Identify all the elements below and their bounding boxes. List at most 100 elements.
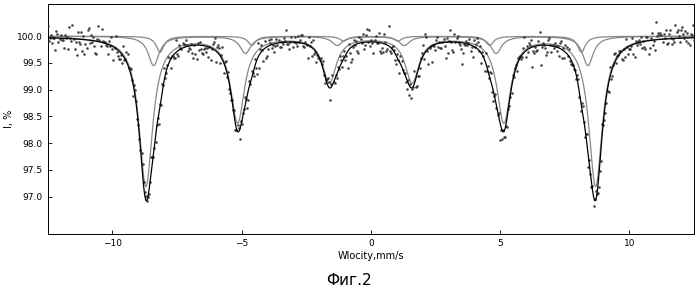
- Point: [559, 56, 570, 61]
- Point: [464, 37, 475, 41]
- Point: [633, 37, 644, 42]
- Point: [43, 39, 54, 43]
- Point: [302, 56, 313, 61]
- Point: [447, 48, 458, 53]
- Point: [298, 44, 309, 48]
- Point: [156, 102, 167, 107]
- Point: [290, 41, 302, 45]
- Point: [297, 33, 308, 38]
- Point: [277, 41, 288, 46]
- Point: [565, 61, 577, 66]
- Point: [112, 54, 124, 58]
- Point: [56, 38, 67, 42]
- Point: [467, 55, 478, 59]
- Point: [450, 40, 461, 45]
- Point: [634, 41, 646, 46]
- Point: [235, 119, 246, 124]
- Point: [52, 31, 63, 36]
- Point: [195, 47, 207, 51]
- Point: [643, 52, 654, 56]
- Point: [162, 63, 173, 67]
- Point: [590, 189, 601, 194]
- Point: [85, 32, 96, 37]
- Point: [105, 44, 116, 48]
- Point: [89, 44, 100, 48]
- Point: [567, 63, 579, 67]
- Point: [526, 64, 537, 69]
- Point: [263, 38, 274, 43]
- Point: [246, 68, 257, 73]
- Point: [659, 36, 670, 41]
- Point: [645, 36, 656, 41]
- Point: [368, 51, 379, 55]
- Point: [327, 72, 338, 77]
- Point: [500, 124, 512, 128]
- Point: [641, 34, 652, 39]
- Point: [232, 123, 243, 127]
- Point: [336, 65, 348, 69]
- Point: [214, 45, 225, 50]
- Point: [59, 32, 70, 37]
- Point: [465, 49, 476, 54]
- Point: [128, 82, 140, 87]
- Point: [678, 36, 690, 40]
- Point: [570, 67, 581, 72]
- Point: [362, 40, 373, 44]
- Point: [73, 29, 84, 34]
- Point: [395, 54, 406, 58]
- Point: [542, 49, 553, 54]
- Point: [150, 140, 161, 144]
- Point: [686, 33, 697, 38]
- Point: [449, 32, 460, 36]
- Point: [273, 37, 284, 42]
- Point: [338, 54, 349, 58]
- Point: [585, 172, 596, 177]
- Point: [383, 24, 394, 28]
- Point: [272, 43, 283, 47]
- Point: [360, 33, 371, 37]
- Point: [170, 56, 181, 60]
- Point: [646, 31, 658, 35]
- Point: [127, 93, 138, 98]
- Point: [627, 36, 638, 40]
- Point: [478, 54, 489, 58]
- Point: [394, 71, 405, 76]
- Point: [170, 38, 181, 42]
- Point: [117, 43, 128, 48]
- Point: [248, 73, 259, 78]
- Point: [61, 35, 72, 40]
- Point: [205, 58, 216, 63]
- Point: [562, 54, 573, 58]
- Point: [71, 53, 82, 57]
- Point: [419, 57, 430, 61]
- Point: [628, 52, 639, 57]
- Point: [172, 52, 183, 56]
- Point: [334, 66, 345, 71]
- Point: [409, 69, 420, 73]
- Point: [174, 46, 186, 51]
- Point: [493, 110, 504, 115]
- Point: [656, 33, 667, 37]
- Point: [374, 49, 385, 54]
- Point: [421, 35, 432, 40]
- Point: [601, 101, 612, 106]
- Point: [180, 38, 191, 42]
- Point: [137, 162, 148, 167]
- Point: [431, 38, 442, 42]
- Point: [209, 36, 221, 40]
- Point: [388, 48, 399, 52]
- Point: [289, 35, 300, 40]
- Point: [399, 70, 410, 75]
- Point: [440, 55, 452, 60]
- Point: [473, 40, 484, 44]
- Point: [125, 67, 136, 71]
- Point: [49, 36, 60, 40]
- Point: [339, 49, 350, 54]
- Point: [615, 49, 626, 54]
- Point: [299, 45, 310, 50]
- Point: [556, 39, 567, 43]
- Point: [261, 54, 272, 59]
- Point: [688, 37, 698, 42]
- Point: [257, 47, 268, 52]
- Point: [234, 136, 245, 141]
